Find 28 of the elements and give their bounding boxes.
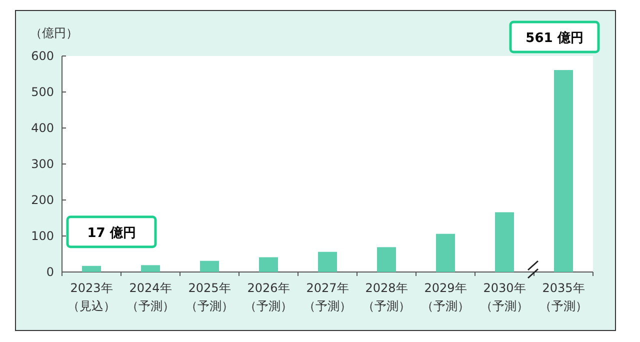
x-tick-label: 2023年（見込） [66, 280, 116, 315]
x-tick-label: 2035年（予測） [538, 280, 588, 315]
y-tick-label: 100 [31, 229, 54, 243]
bar [82, 266, 101, 272]
y-axis-title: （億円） [30, 26, 78, 40]
bar [200, 260, 219, 272]
x-tick-label: 2027年（予測） [302, 280, 352, 315]
y-tick-label: 200 [31, 193, 54, 207]
bar [495, 212, 514, 272]
bar [436, 234, 455, 272]
x-tick-label: 2026年（予測） [244, 280, 294, 315]
y-tick-label: 0 [46, 265, 54, 279]
x-tick-label: 2024年（予測） [126, 280, 176, 315]
bar [318, 252, 337, 272]
y-tick-label: 400 [31, 121, 54, 135]
x-tick-label: 2028年（予測） [362, 280, 412, 315]
x-tick-label: 2030年（予測） [480, 280, 530, 315]
x-tick-label: 2029年（予測） [420, 280, 470, 315]
bar [377, 247, 396, 272]
y-tick-label: 500 [31, 85, 54, 99]
bar [259, 257, 278, 272]
bar [554, 70, 573, 272]
y-tick-label: 300 [31, 157, 54, 171]
x-tick-label: 2025年（予測） [184, 280, 234, 315]
annotation: 17 億円 [87, 224, 136, 241]
annotation: 561 億円 [526, 30, 584, 46]
y-tick-label: 600 [31, 49, 54, 63]
bar [141, 265, 160, 272]
